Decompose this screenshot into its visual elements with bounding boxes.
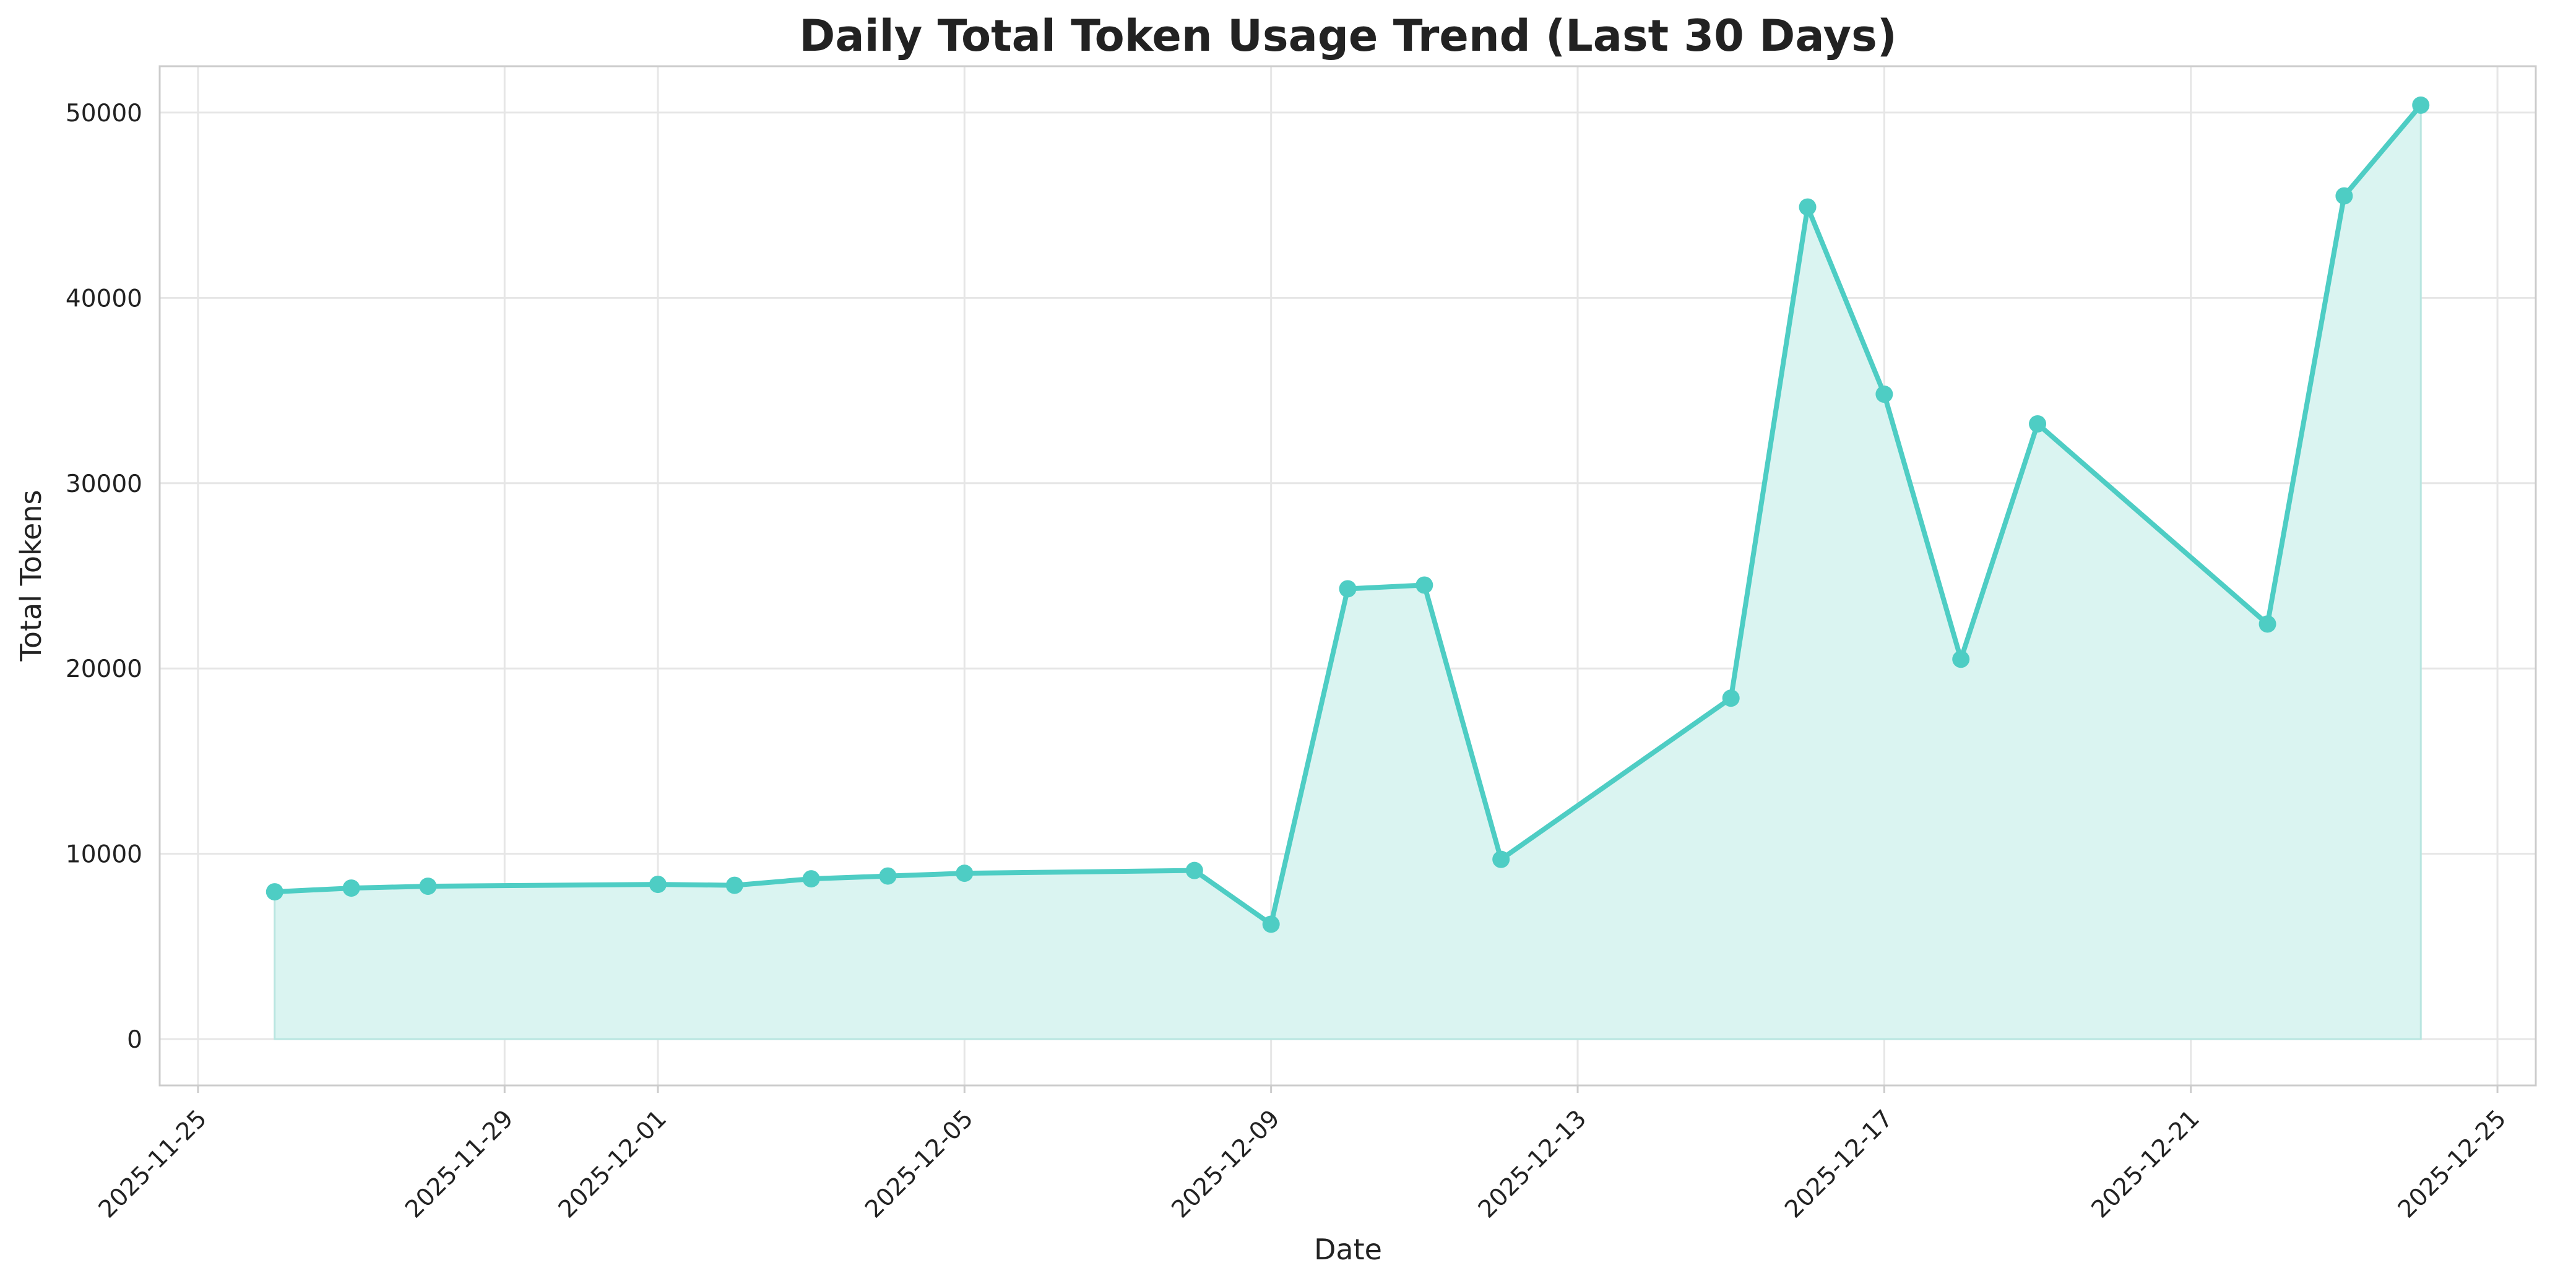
x-axis-label: Date xyxy=(1314,1233,1382,1266)
data-point xyxy=(266,883,283,901)
y-tick-label: 20000 xyxy=(66,655,142,683)
data-point xyxy=(802,870,820,888)
data-point xyxy=(956,865,974,882)
data-point xyxy=(1339,580,1357,598)
data-point xyxy=(725,876,743,894)
y-axis-label: Total Tokens xyxy=(14,490,48,662)
y-tick-label: 40000 xyxy=(66,285,142,313)
data-point xyxy=(2029,415,2047,433)
point-layer xyxy=(266,96,2430,933)
y-tick-label: 0 xyxy=(127,1026,142,1054)
y-tick-label: 30000 xyxy=(66,470,142,498)
data-point xyxy=(342,879,360,897)
data-point xyxy=(2335,187,2353,205)
data-point xyxy=(1492,850,1510,868)
data-point xyxy=(1799,198,1817,216)
data-point xyxy=(419,878,437,895)
plot-frame xyxy=(158,65,2537,1087)
data-point xyxy=(1722,689,1740,707)
data-point xyxy=(649,876,667,894)
data-point xyxy=(2258,615,2276,633)
data-point xyxy=(1185,861,1203,879)
data-point xyxy=(1875,386,1893,403)
y-tick-label: 50000 xyxy=(66,100,142,127)
data-point xyxy=(879,867,897,885)
data-point xyxy=(1952,650,1970,668)
data-point xyxy=(1262,915,1280,933)
y-tick-label: 10000 xyxy=(66,841,142,869)
data-point xyxy=(2412,96,2430,114)
chart-title: Daily Total Token Usage Trend (Last 30 D… xyxy=(799,11,1896,61)
data-point xyxy=(1416,576,1433,594)
